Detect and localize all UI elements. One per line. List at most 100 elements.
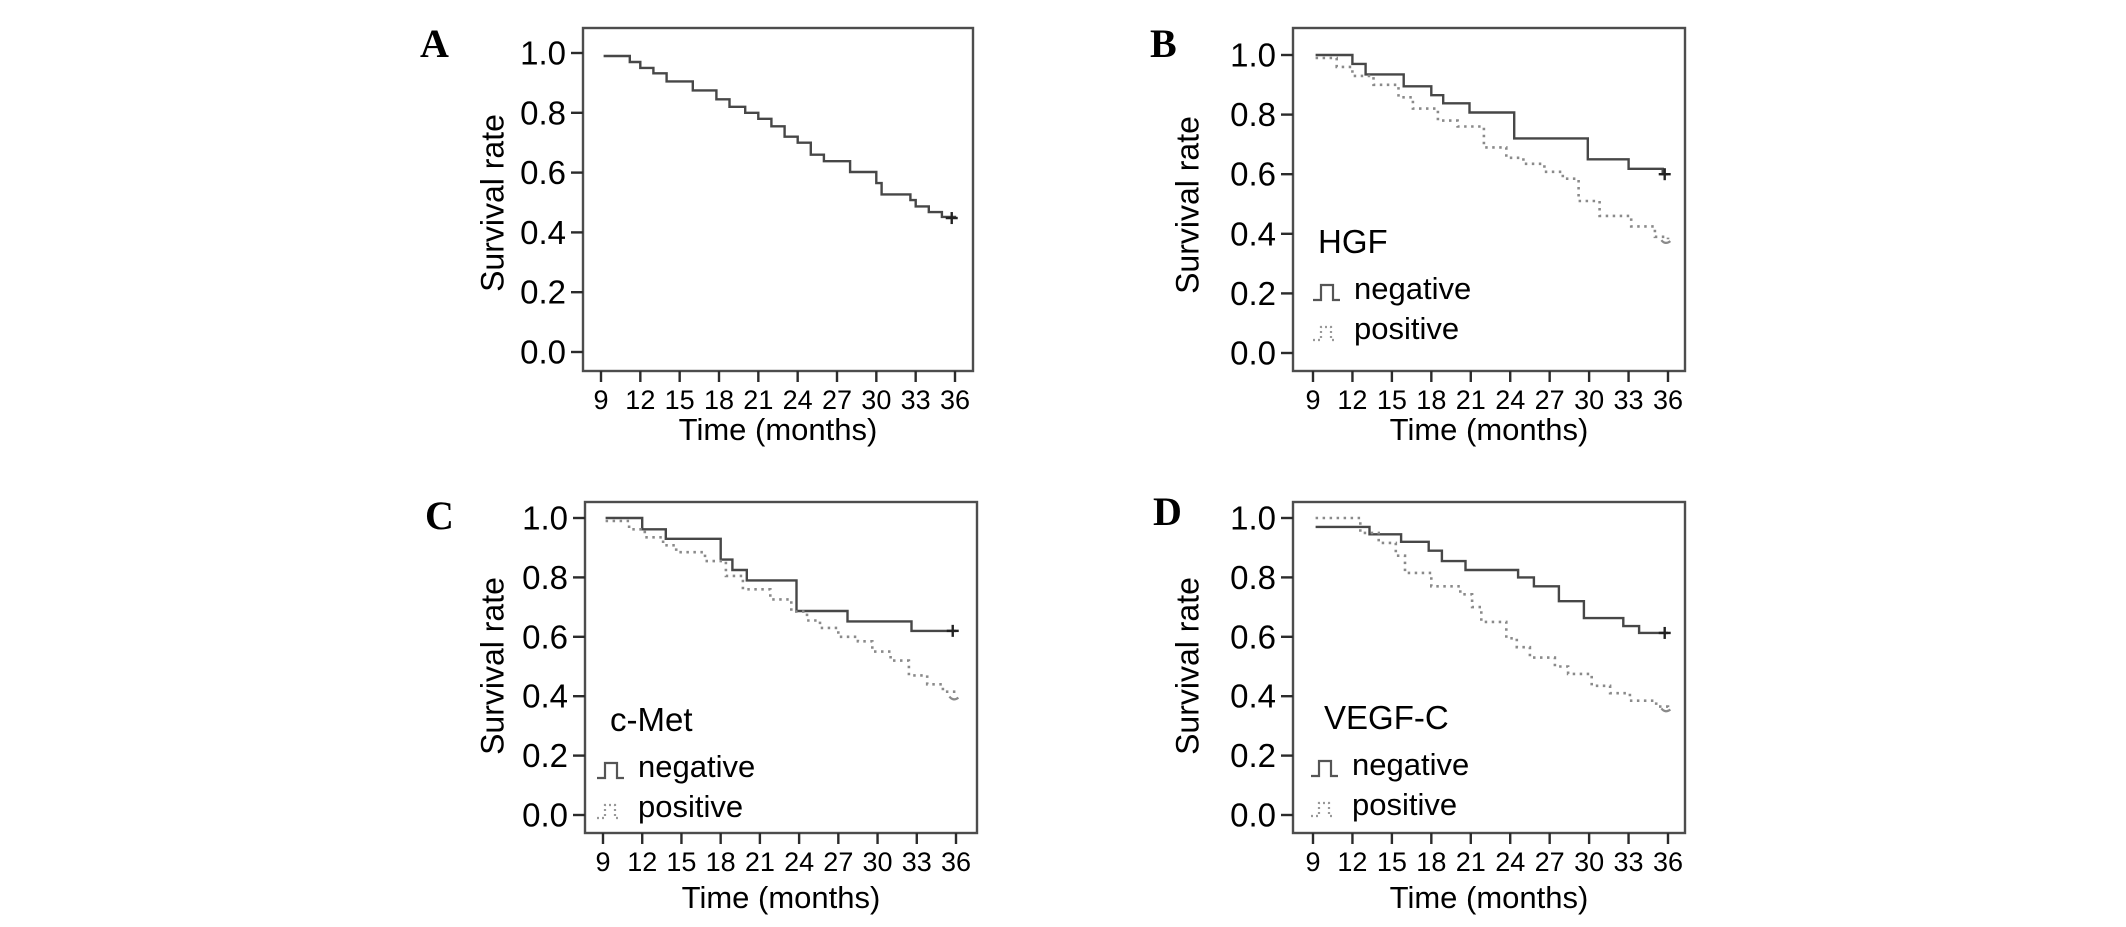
y-tick-label: 0.2 bbox=[1230, 275, 1276, 312]
survival-plot-a: 1.0 0.8 0.6 0.4 0.2 0.0 9 12 15 18 21 24 27 30 33 36 bbox=[520, 26, 975, 415]
positive-curve bbox=[1315, 516, 1670, 708]
x-tick-label: 36 bbox=[941, 847, 971, 877]
survival-curve bbox=[603, 54, 957, 219]
x-tick-label: 9 bbox=[1305, 385, 1320, 415]
survival-plot-b: 1.0 0.8 0.6 0.4 0.2 0.0 9 12 15 18 21 24 27 30 33 36 bbox=[1230, 26, 1687, 415]
x-tick-label: 30 bbox=[863, 847, 893, 877]
y-tick-label: 0.2 bbox=[1230, 737, 1276, 774]
y-tick-label: 0.0 bbox=[522, 797, 568, 834]
legend-title-vegfc: VEGF-C bbox=[1324, 699, 1449, 736]
y-tick-label: 1.0 bbox=[520, 35, 566, 72]
y-tick-label: 0.2 bbox=[520, 274, 566, 311]
x-tick-label: 24 bbox=[784, 847, 814, 877]
x-tick-label: 12 bbox=[627, 847, 657, 877]
y-tick-label: 0.8 bbox=[522, 559, 568, 596]
plot-frame bbox=[583, 500, 979, 835]
y-tick-label: 0.4 bbox=[522, 678, 568, 715]
x-tick-label: 33 bbox=[1614, 385, 1644, 415]
x-tick-label: 33 bbox=[901, 385, 931, 415]
x-tick-label: 18 bbox=[706, 847, 736, 877]
x-tick-label: 27 bbox=[822, 385, 852, 415]
x-tick-label: 15 bbox=[666, 847, 696, 877]
x-tick-label: 9 bbox=[595, 847, 610, 877]
y-tick-label: 1.0 bbox=[522, 500, 568, 537]
y-tick-label: 0.8 bbox=[520, 94, 566, 131]
panel-label-a: A bbox=[420, 21, 449, 66]
censor-hook-mark bbox=[1660, 239, 1672, 245]
x-tick-label: 24 bbox=[1495, 385, 1525, 415]
legend-label: positive bbox=[638, 789, 744, 824]
y-tick-label: 0.0 bbox=[1230, 797, 1276, 834]
x-tick-label: 12 bbox=[1337, 385, 1367, 415]
panel-label-d: D bbox=[1153, 489, 1182, 534]
x-tick-label: 24 bbox=[783, 385, 813, 415]
x-tick-label: 36 bbox=[940, 385, 970, 415]
x-tick-label: 33 bbox=[902, 847, 932, 877]
x-tick-label: 15 bbox=[665, 385, 695, 415]
legend-label: positive bbox=[1352, 787, 1458, 822]
negative-key-icon bbox=[1313, 283, 1340, 302]
x-tick-label: 30 bbox=[861, 385, 891, 415]
legend-row-vegfc-positive: positive bbox=[1310, 787, 1458, 822]
x-axis-title-c: Time (months) bbox=[681, 880, 881, 915]
y-tick-label: 0.6 bbox=[1230, 618, 1276, 655]
legend-label: negative bbox=[1352, 747, 1470, 782]
legend-row-hgf-negative: negative bbox=[1312, 271, 1472, 306]
x-tick-label: 12 bbox=[625, 385, 655, 415]
legend-label: negative bbox=[1354, 271, 1472, 306]
x-axis-title-d: Time (months) bbox=[1389, 880, 1589, 915]
x-tick-label: 12 bbox=[1337, 847, 1367, 877]
legend-label: positive bbox=[1354, 311, 1460, 346]
y-tick-label: 0.6 bbox=[522, 618, 568, 655]
negative-curve bbox=[605, 516, 956, 633]
panel-label-b: B bbox=[1150, 21, 1177, 66]
legend-title-cmet: c-Met bbox=[610, 701, 693, 738]
negative-curve bbox=[1315, 53, 1668, 176]
x-tick-label: 21 bbox=[745, 847, 775, 877]
x-tick-label: 36 bbox=[1653, 385, 1683, 415]
y-tick-label: 1.0 bbox=[1230, 500, 1276, 537]
y-tick-label: 0.8 bbox=[1230, 96, 1276, 133]
legend-title-hgf: HGF bbox=[1318, 223, 1388, 260]
x-axis-title-b: Time (months) bbox=[1389, 412, 1589, 447]
negative-key-icon bbox=[1311, 759, 1338, 778]
censor-hook-mark bbox=[948, 695, 960, 701]
panel-label-c: C bbox=[425, 493, 454, 538]
x-tick-label: 18 bbox=[1416, 847, 1446, 877]
x-tick-label: 24 bbox=[1495, 847, 1525, 877]
positive-key-icon bbox=[597, 803, 620, 820]
survival-plot-d: 1.0 0.8 0.6 0.4 0.2 0.0 9 12 15 18 21 24 27 30 33 36 bbox=[1230, 500, 1687, 877]
x-tick-label: 21 bbox=[1456, 385, 1486, 415]
x-tick-label: 21 bbox=[743, 385, 773, 415]
x-tick-label: 18 bbox=[1416, 385, 1446, 415]
y-tick-label: 1.0 bbox=[1230, 37, 1276, 74]
y-tick-label: 0.0 bbox=[1230, 335, 1276, 372]
y-tick-label: 0.6 bbox=[520, 154, 566, 191]
y-tick-label: 0.4 bbox=[1230, 678, 1276, 715]
negative-key-icon bbox=[597, 761, 624, 780]
x-tick-label: 27 bbox=[1535, 385, 1565, 415]
plot-frame bbox=[1291, 500, 1687, 835]
censor-hook-mark bbox=[1660, 707, 1672, 713]
legend-row-cmet-positive: positive bbox=[596, 789, 744, 824]
x-tick-label: 30 bbox=[1574, 385, 1604, 415]
y-tick-label: 0.2 bbox=[522, 737, 568, 774]
x-tick-label: 27 bbox=[1535, 847, 1565, 877]
legend-label: negative bbox=[638, 749, 756, 784]
plot-frame bbox=[581, 26, 975, 373]
legend-row-hgf-positive: positive bbox=[1312, 311, 1460, 346]
x-tick-label: 36 bbox=[1653, 847, 1683, 877]
positive-key-icon bbox=[1313, 325, 1336, 342]
plot-frame bbox=[1291, 26, 1687, 373]
x-tick-label: 15 bbox=[1377, 385, 1407, 415]
x-tick-label: 21 bbox=[1456, 847, 1486, 877]
y-tick-label: 0.6 bbox=[1230, 156, 1276, 193]
x-tick-label: 18 bbox=[704, 385, 734, 415]
positive-curve bbox=[1315, 56, 1670, 240]
positive-curve bbox=[605, 519, 958, 696]
positive-key-icon bbox=[1311, 801, 1334, 818]
y-tick-label: 0.4 bbox=[1230, 215, 1276, 252]
y-tick-label: 0.0 bbox=[520, 334, 566, 371]
x-axis-title-a: Time (months) bbox=[678, 412, 878, 447]
